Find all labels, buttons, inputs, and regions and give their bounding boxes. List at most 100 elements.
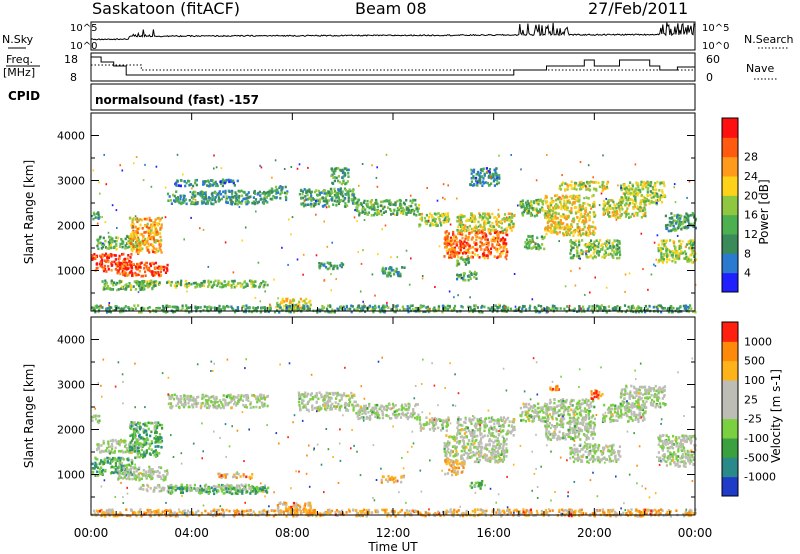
data-cell: [316, 311, 319, 314]
data-cell: [445, 246, 448, 249]
data-cell: [155, 227, 158, 231]
data-cell: [597, 243, 600, 246]
data-cell: [441, 310, 444, 314]
data-cell: [135, 156, 138, 158]
data-cell: [200, 190, 203, 194]
data-cell: [528, 244, 531, 247]
data-cell: [672, 224, 675, 228]
data-cell: [183, 238, 185, 241]
data-cell: [124, 244, 127, 247]
data-cell: [418, 307, 421, 310]
data-cell: [583, 222, 586, 226]
data-cell: [104, 239, 107, 243]
data-cell: [118, 254, 121, 258]
data-cell: [671, 310, 674, 314]
data-cell: [468, 232, 471, 236]
data-cell: [154, 241, 157, 244]
data-cell: [521, 203, 524, 206]
data-cell: [118, 443, 121, 447]
data-cell: [104, 252, 108, 256]
data-cell: [120, 461, 124, 465]
data-cell: [673, 219, 676, 223]
data-cell: [148, 447, 151, 450]
data-cell: [429, 224, 432, 227]
data-cell: [669, 239, 672, 242]
data-cell: [390, 213, 393, 216]
data-cell: [462, 242, 465, 246]
data-cell: [224, 189, 227, 193]
data-cell: [111, 204, 114, 207]
data-cell: [263, 308, 266, 311]
data-cell: [138, 227, 141, 230]
data-cell: [679, 305, 682, 308]
data-cell: [133, 432, 136, 436]
data-cell: [501, 236, 505, 240]
data-cell: [115, 468, 118, 471]
data-cell: [412, 210, 415, 213]
data-cell: [562, 232, 565, 235]
data-cell: [317, 308, 320, 311]
data-cell: [159, 244, 162, 248]
data-cell: [483, 225, 486, 228]
data-cell: [458, 251, 461, 255]
data-cell: [467, 228, 470, 232]
data-cell: [140, 233, 144, 236]
data-cell: [300, 189, 303, 192]
data-cell: [457, 231, 460, 234]
data-cell: [506, 228, 509, 232]
data-cell: [206, 184, 209, 187]
data-cell: [640, 194, 643, 197]
data-cell: [265, 199, 268, 203]
data-cell: [550, 219, 553, 222]
data-cell: [664, 214, 667, 218]
data-cell: [535, 209, 538, 212]
data-cell: [99, 472, 102, 476]
data-cell: [136, 262, 139, 266]
data-cell: [144, 284, 147, 288]
data-cell: [157, 438, 160, 442]
data-cell: [168, 195, 171, 198]
data-cell: [579, 183, 582, 186]
data-cell: [344, 197, 347, 200]
data-cell: [400, 211, 403, 214]
data-cell: [132, 229, 135, 233]
data-cell: [375, 200, 378, 203]
data-cell: [151, 281, 154, 284]
data-cell: [121, 242, 124, 246]
data-cell: [390, 269, 393, 272]
data-cell: [645, 309, 648, 312]
data-cell: [342, 181, 345, 184]
data-cell: [520, 205, 523, 209]
data-cell: [444, 306, 447, 309]
data-cell: [572, 220, 575, 224]
data-cell: [431, 215, 434, 219]
data-cell: [279, 306, 282, 309]
data-cell: [611, 199, 614, 202]
data-cell: [481, 310, 484, 314]
data-cell: [331, 169, 334, 172]
data-cell: [170, 280, 173, 284]
data-cell: [129, 423, 132, 426]
data-cell: [316, 193, 319, 197]
data-cell: [402, 212, 405, 215]
data-cell: [156, 239, 159, 243]
data-cell: [485, 167, 488, 170]
data-cell: [444, 242, 448, 245]
data-cell: [179, 195, 182, 198]
data-cell: [281, 187, 284, 191]
data-cell: [582, 202, 585, 205]
data-cell: [546, 204, 549, 208]
data-cell: [252, 281, 255, 284]
data-cell: [616, 247, 619, 251]
data-cell: [182, 173, 184, 176]
data-cell: [483, 174, 486, 177]
data-cell: [568, 229, 571, 232]
data-cell: [143, 263, 146, 267]
data-cell: [112, 309, 115, 312]
data-cell: [559, 214, 562, 218]
data-cell: [471, 251, 474, 254]
data-cell: [288, 308, 291, 311]
data-cell: [570, 209, 573, 213]
data-cell: [443, 218, 446, 221]
data-cell: [111, 447, 114, 451]
